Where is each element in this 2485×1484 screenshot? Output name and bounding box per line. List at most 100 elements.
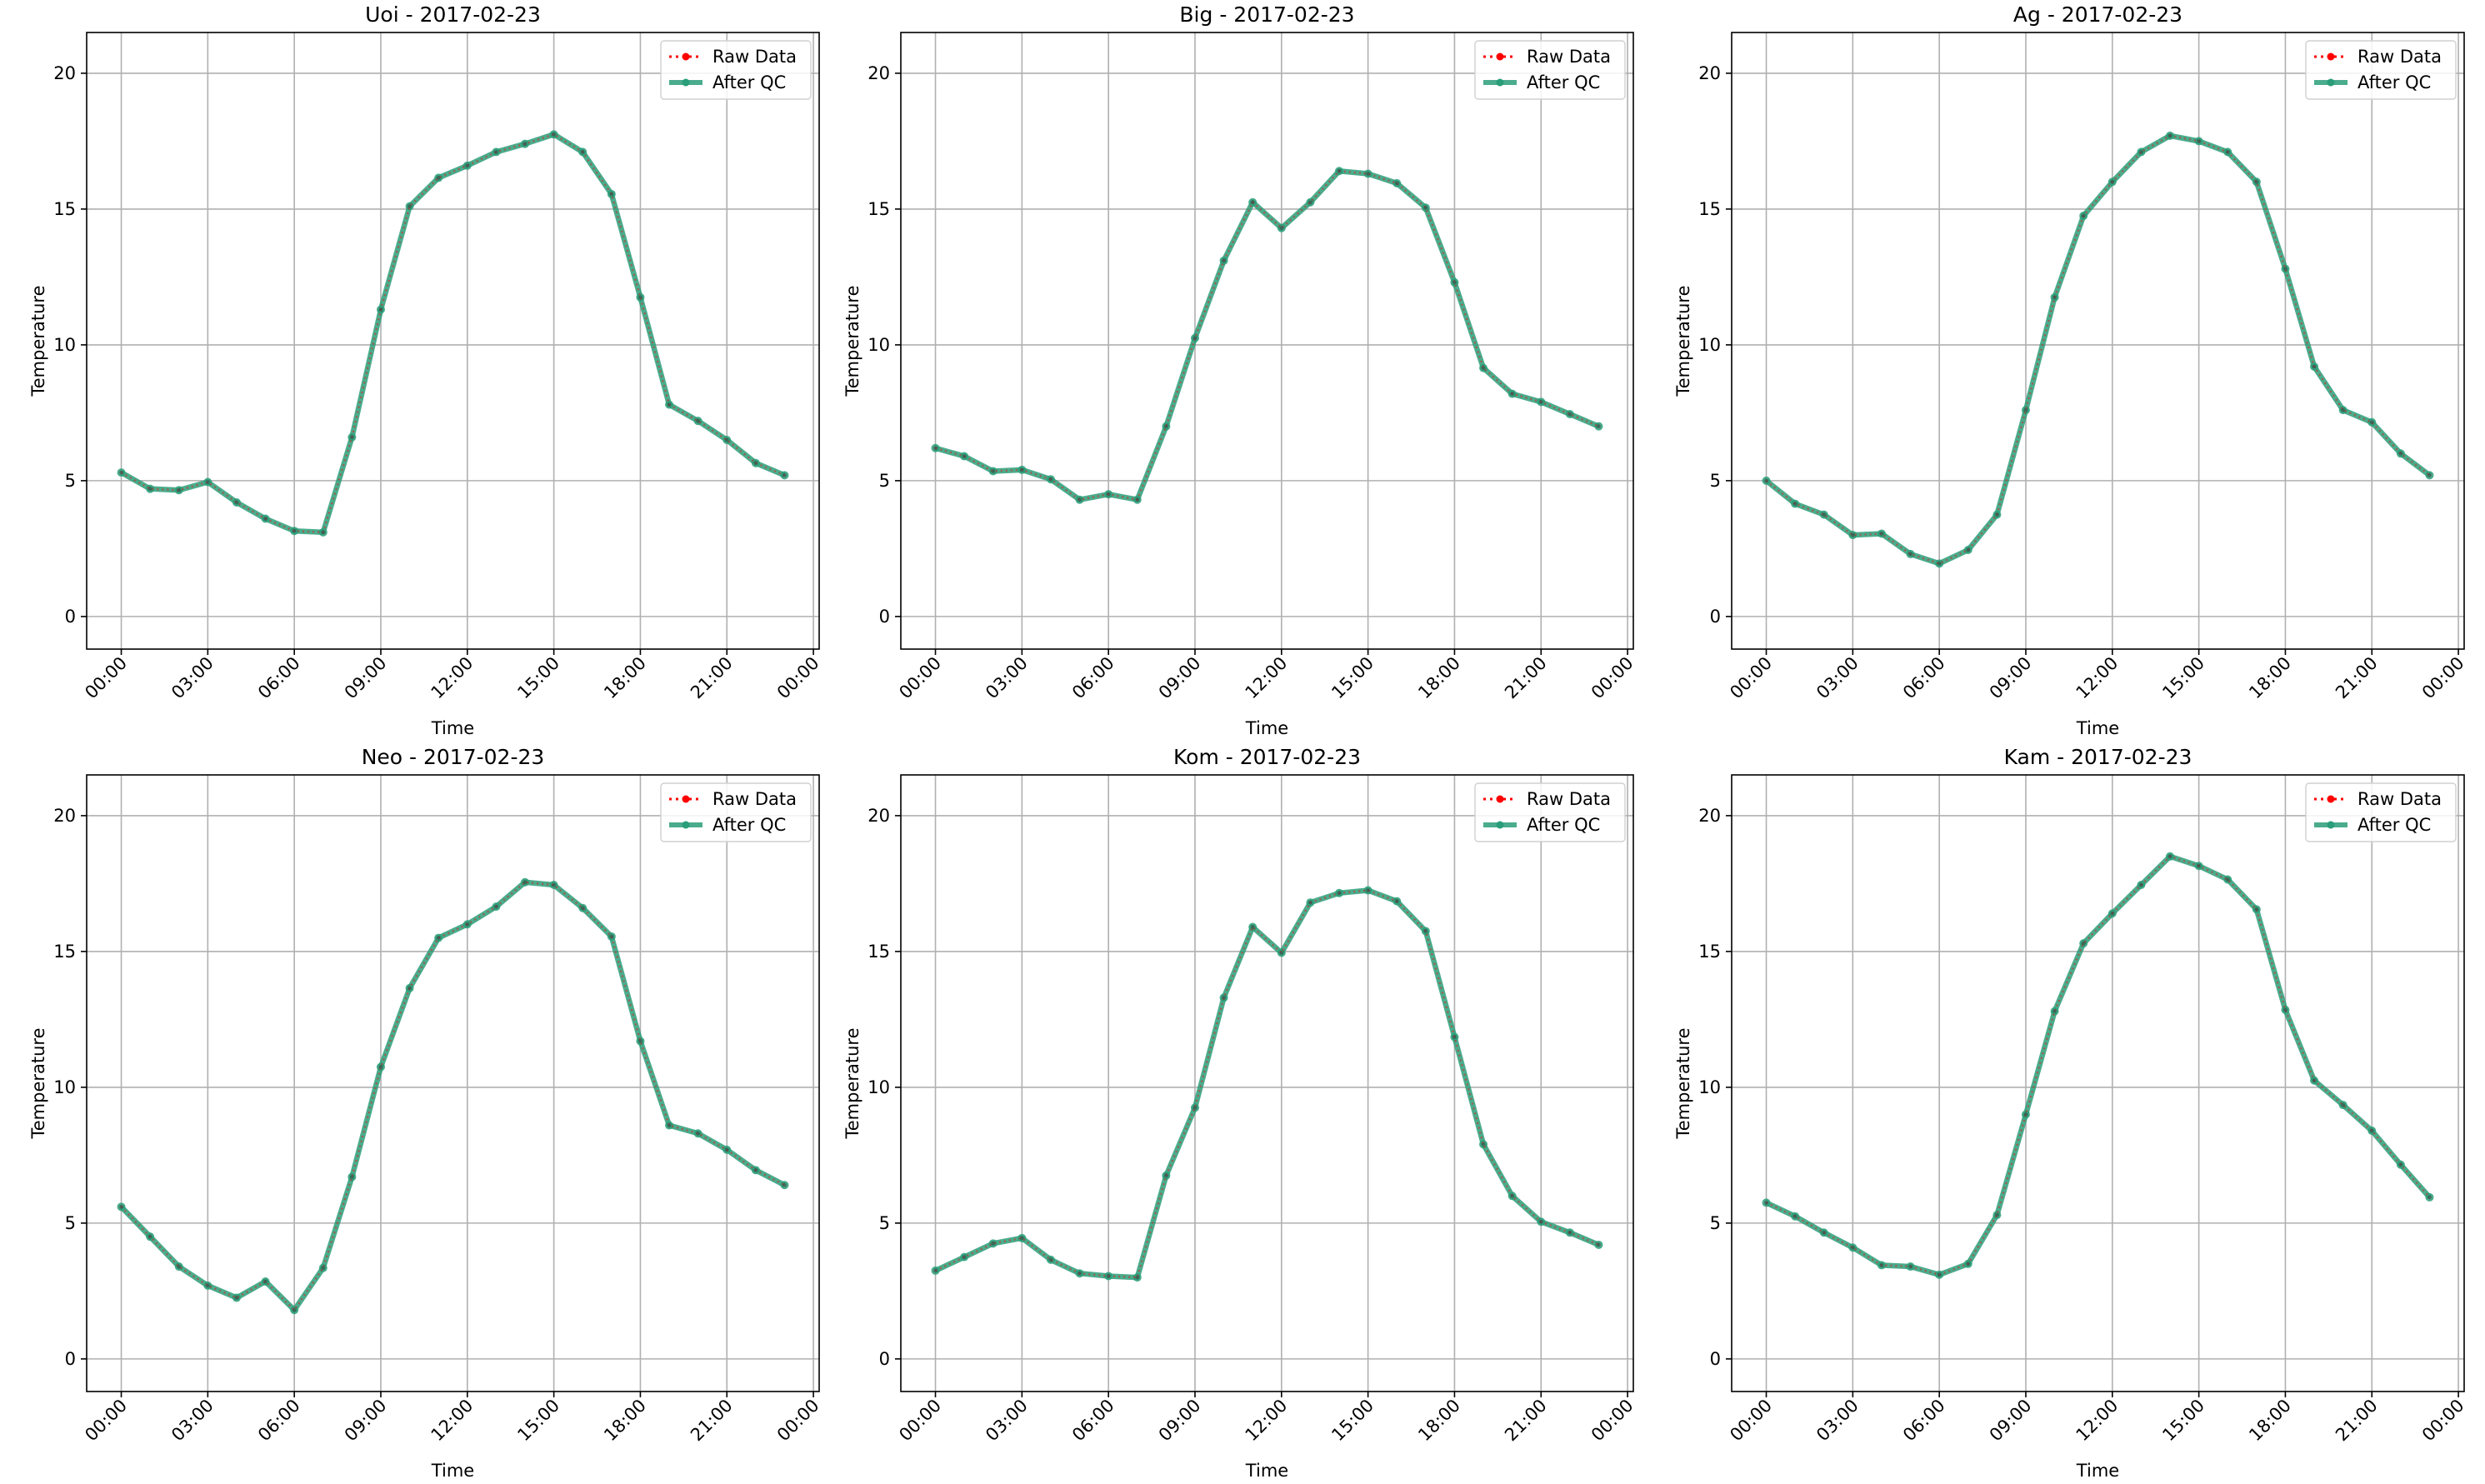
point-raw-data	[1966, 547, 1971, 552]
point-raw-data	[580, 906, 585, 911]
y-tick-label: 5	[1710, 1213, 1721, 1233]
point-raw-data	[2225, 150, 2230, 154]
subplot-5: 0 5 10 15 20 00:00 03:00 06:00 09:00 12:00 15:00 18…	[842, 745, 1638, 1481]
point-raw-data	[1568, 1230, 1572, 1235]
y-tick-label: 5	[65, 1213, 76, 1233]
x-tick-label: 03:00	[982, 1396, 1032, 1446]
legend-marker-qc	[682, 78, 690, 87]
point-raw-data	[1366, 888, 1371, 892]
plot-area	[1732, 32, 2464, 649]
x-tick-label: 15:00	[513, 653, 563, 703]
point-raw-data	[2312, 1078, 2317, 1083]
point-raw-data	[378, 1065, 383, 1069]
legend: Raw Data After QC	[2305, 782, 2457, 842]
legend-label-raw: Raw Data	[712, 47, 797, 67]
point-raw-data	[2197, 138, 2202, 143]
series-line-after-qc	[119, 879, 786, 1313]
point-raw-data	[1538, 399, 1543, 404]
x-tick-label: 15:00	[2158, 1396, 2208, 1446]
y-axis-label: Temperature	[1673, 1027, 1693, 1139]
axes-frame	[900, 32, 1634, 650]
point-raw-data	[205, 480, 210, 484]
series-line-after-qc	[934, 887, 1600, 1281]
point-raw-data	[1135, 1275, 1140, 1280]
y-tick-label: 10	[53, 335, 76, 355]
x-tick-label: 03:00	[1812, 1396, 1862, 1446]
legend-label-raw: Raw Data	[1527, 47, 1611, 67]
point-raw-data	[782, 1182, 787, 1187]
point-raw-data	[2254, 179, 2259, 184]
chart-title: Kom - 2017-02-23	[1173, 745, 1361, 769]
point-raw-data	[552, 132, 557, 137]
y-tick-label: 5	[65, 471, 76, 491]
x-tick-label: 18:00	[1414, 1396, 1464, 1446]
axes-frame	[900, 774, 1634, 1392]
point-raw-data	[724, 437, 729, 442]
point-raw-data	[1850, 1245, 1855, 1250]
point-raw-data	[1510, 392, 1515, 396]
y-tick-label: 0	[1710, 1349, 1721, 1369]
point-raw-data	[465, 922, 470, 927]
point-raw-data	[1394, 899, 1399, 903]
point-raw-data	[1250, 925, 1255, 929]
point-raw-data	[263, 517, 268, 521]
x-tick-label: 21:00	[1501, 653, 1551, 703]
point-raw-data	[2110, 179, 2115, 184]
point-raw-data	[1423, 929, 1428, 933]
point-raw-data	[349, 435, 354, 440]
legend-label-raw: Raw Data	[1527, 789, 1611, 809]
x-tick-label: 00:00	[773, 653, 823, 703]
point-raw-data	[378, 307, 383, 312]
point-raw-data	[1966, 1262, 1971, 1267]
point-raw-data	[2283, 1007, 2288, 1012]
y-tick-label: 10	[53, 1077, 76, 1097]
x-tick-label: 18:00	[600, 653, 650, 703]
chart-title: Big - 2017-02-23	[1179, 2, 1354, 27]
x-tick-label: 03:00	[1812, 653, 1862, 703]
point-raw-data	[119, 1204, 123, 1209]
subplot-4: 0 5 10 15 20 00:00 03:00 06:00 09:00 12:00 15:00 18…	[28, 745, 823, 1481]
point-raw-data	[2369, 1128, 2374, 1133]
plot-area	[87, 775, 819, 1392]
point-raw-data	[263, 1279, 268, 1284]
x-tick-label: 21:00	[687, 1396, 737, 1446]
point-raw-data	[494, 150, 498, 154]
x-tick-label: 09:00	[341, 1396, 391, 1446]
point-raw-data	[638, 1039, 642, 1043]
point-raw-data	[2283, 267, 2288, 272]
legend: Raw Data After QC	[660, 782, 812, 842]
point-raw-data	[753, 461, 758, 466]
series-line-after-qc	[119, 131, 786, 536]
point-raw-data	[1163, 1173, 1168, 1178]
point-raw-data	[1822, 1230, 1827, 1235]
point-raw-data	[321, 1266, 326, 1271]
point-raw-data	[1250, 200, 1255, 205]
x-axis-label: Time	[431, 1461, 474, 1481]
point-raw-data	[177, 487, 182, 492]
x-tick-label: 06:00	[1899, 1396, 1949, 1446]
x-tick-label: 03:00	[982, 653, 1032, 703]
legend-label-raw: Raw Data	[2358, 789, 2442, 809]
point-raw-data	[638, 295, 642, 300]
point-raw-data	[1279, 951, 1284, 955]
x-tick-label: 15:00	[2158, 653, 2208, 703]
x-tick-label: 00:00	[895, 653, 945, 703]
x-tick-label: 18:00	[2245, 653, 2295, 703]
point-raw-data	[609, 934, 614, 939]
x-tick-label: 00:00	[1726, 1396, 1776, 1446]
y-tick-label: 0	[879, 1349, 890, 1369]
point-raw-data	[1764, 478, 1768, 483]
point-raw-data	[349, 1175, 354, 1179]
point-raw-data	[1337, 168, 1342, 173]
point-raw-data	[2168, 133, 2172, 138]
point-raw-data	[292, 1307, 297, 1312]
point-raw-data	[1163, 424, 1168, 429]
x-tick-label: 09:00	[1986, 653, 2036, 703]
x-tick-label: 15:00	[1328, 653, 1378, 703]
point-raw-data	[609, 192, 614, 197]
point-raw-data	[465, 163, 470, 168]
y-tick-label: 0	[65, 1349, 76, 1369]
axes-frame	[86, 774, 820, 1392]
legend-label-qc: After QC	[712, 72, 786, 92]
